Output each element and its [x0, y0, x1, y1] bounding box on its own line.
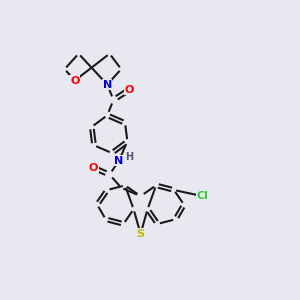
Text: N: N	[114, 156, 124, 166]
Text: H: H	[125, 152, 133, 162]
Text: O: O	[70, 76, 80, 86]
Text: N: N	[103, 80, 112, 89]
Text: Cl: Cl	[196, 191, 208, 201]
Text: S: S	[136, 229, 145, 239]
Text: O: O	[124, 85, 134, 95]
Text: O: O	[88, 163, 98, 173]
